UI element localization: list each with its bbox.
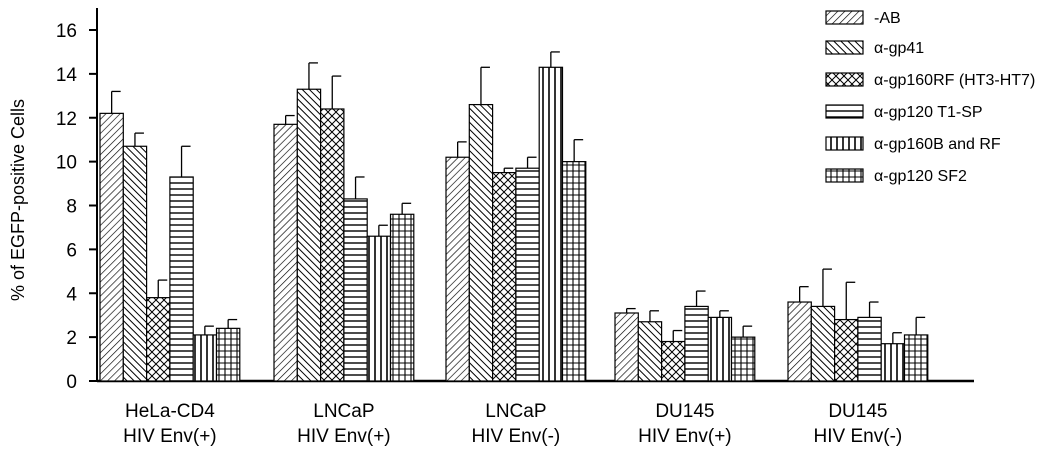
bar bbox=[320, 108, 345, 382]
y-tick-label: 12 bbox=[56, 109, 77, 130]
category-label: HeLa-CD4 bbox=[125, 401, 215, 422]
category-label: LNCaP bbox=[313, 401, 374, 422]
bar bbox=[99, 112, 124, 382]
bar bbox=[614, 312, 639, 382]
bar bbox=[445, 156, 470, 382]
bar bbox=[810, 305, 836, 382]
legend-swatch bbox=[825, 104, 864, 119]
legend-swatch bbox=[825, 72, 864, 87]
y-tick-label: 2 bbox=[66, 328, 77, 349]
bar bbox=[787, 301, 812, 382]
legend-label: α-gp120 T1-SP bbox=[874, 104, 983, 121]
bar bbox=[561, 161, 587, 382]
bar bbox=[857, 316, 882, 382]
bar bbox=[169, 176, 194, 382]
bar bbox=[366, 235, 392, 382]
category-label: HIV Env(-) bbox=[814, 426, 903, 447]
bar bbox=[215, 327, 241, 382]
legend-swatch bbox=[825, 168, 864, 183]
category-label: DU145 bbox=[828, 401, 887, 422]
bar bbox=[684, 305, 709, 382]
legend-swatch bbox=[825, 10, 864, 25]
legend: -AB α-gp41 α-gp160RF (HT3-HT7) α-gp120 T1-S… bbox=[825, 10, 1035, 185]
category-labels: HeLa-CD4 HIV Env(+) LNCaP HIV Env(+) LNCaP HI… bbox=[123, 401, 902, 447]
bar bbox=[296, 88, 322, 382]
bars bbox=[99, 51, 929, 382]
y-tick-label: 4 bbox=[66, 284, 77, 305]
bar bbox=[273, 123, 298, 382]
legend-label: α-gp160RF (HT3-HT7) bbox=[874, 72, 1035, 89]
bar bbox=[492, 171, 517, 382]
bar bbox=[192, 334, 218, 382]
bar bbox=[515, 167, 540, 382]
bar bbox=[146, 297, 171, 382]
bar bbox=[389, 213, 415, 382]
y-tick-label: 0 bbox=[66, 372, 77, 393]
y-tick-label: 10 bbox=[56, 153, 77, 174]
category-label: DU145 bbox=[655, 401, 714, 422]
bar bbox=[707, 316, 733, 382]
legend-label: -AB bbox=[874, 10, 901, 27]
bar bbox=[538, 66, 564, 382]
category-label: LNCaP bbox=[485, 401, 546, 422]
bar bbox=[730, 336, 756, 382]
y-tick-label: 6 bbox=[66, 240, 77, 261]
bar bbox=[343, 198, 368, 382]
legend-swatch bbox=[825, 136, 864, 151]
bar bbox=[122, 145, 148, 382]
legend-label: α-gp120 SF2 bbox=[874, 168, 967, 185]
y-tick-label: 14 bbox=[56, 65, 78, 86]
bar bbox=[660, 340, 686, 382]
y-axis-title: % of EGFP-positive Cells bbox=[8, 99, 28, 301]
category-label: HIV Env(+) bbox=[123, 426, 216, 447]
y-tick-label: 16 bbox=[56, 21, 77, 42]
y-ticks: 0 2 4 6 8 10 12 14 16 bbox=[56, 21, 97, 393]
bar bbox=[833, 318, 859, 382]
bar bbox=[880, 343, 906, 382]
legend-label: α-gp41 bbox=[874, 40, 924, 57]
bar bbox=[468, 103, 494, 382]
y-tick-label: 8 bbox=[66, 197, 77, 218]
category-label: HIV Env(-) bbox=[472, 426, 561, 447]
category-label: HIV Env(+) bbox=[638, 426, 731, 447]
category-label: HIV Env(+) bbox=[297, 426, 390, 447]
bar bbox=[637, 321, 663, 382]
legend-swatch bbox=[825, 40, 864, 55]
bar bbox=[903, 334, 929, 382]
legend-label: α-gp160B and RF bbox=[874, 136, 1001, 153]
